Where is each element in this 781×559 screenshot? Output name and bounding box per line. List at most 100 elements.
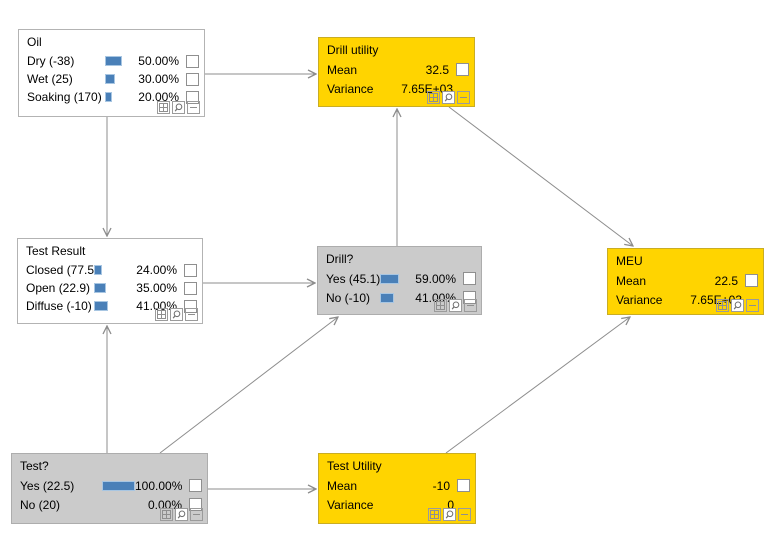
evidence-checkbox[interactable] xyxy=(463,291,476,304)
probability-bar xyxy=(105,56,122,66)
minus-icon[interactable] xyxy=(185,308,198,321)
node-test-utility[interactable]: Test Utility Mean -10 Variance 0 xyxy=(318,453,476,524)
evidence-checkbox[interactable] xyxy=(184,281,197,295)
edge-test-to-drill[interactable] xyxy=(159,317,338,454)
node-toolbar xyxy=(160,508,203,521)
node-row: Variance 0 xyxy=(319,495,475,514)
row-label: Soaking (170) xyxy=(27,90,102,104)
table-grid-icon[interactable] xyxy=(716,299,729,312)
magnifier-icon[interactable] xyxy=(442,91,455,104)
row-label: Open (22.9) xyxy=(26,281,91,295)
node-row: No (20) 0.00% xyxy=(12,495,207,514)
row-label: Variance xyxy=(616,292,663,307)
row-value: 32.5 xyxy=(425,62,449,77)
row-percent: 20.00% xyxy=(138,90,179,104)
probability-bar xyxy=(105,92,112,102)
node-title: MEU xyxy=(616,254,643,268)
row-percent: 50.00% xyxy=(138,54,179,68)
edge-drill-utility-to-meu[interactable] xyxy=(448,106,633,246)
row-label: Yes (22.5) xyxy=(20,478,75,493)
row-label: Wet (25) xyxy=(27,72,73,86)
node-drill[interactable]: Drill? Yes (45.1) 59.00% No (-10) 41.00% xyxy=(317,246,482,315)
node-meu[interactable]: MEU Mean 22.5 Variance 7.65E+03 xyxy=(607,248,764,315)
node-row: Closed (77.5) 24.00% xyxy=(18,261,202,279)
minus-icon[interactable] xyxy=(190,508,203,521)
node-toolbar xyxy=(427,91,470,104)
node-row: Diffuse (-10) 41.00% xyxy=(18,297,202,315)
row-label: Variance xyxy=(327,497,374,512)
node-title: Drill? xyxy=(326,252,354,266)
probability-bar xyxy=(380,273,399,284)
row-value: 0 xyxy=(447,497,454,512)
row-label: No (20) xyxy=(20,497,61,512)
magnifier-icon[interactable] xyxy=(175,508,188,521)
node-toolbar xyxy=(428,508,471,521)
node-row: Variance 7.65E+03 xyxy=(319,79,474,98)
magnifier-icon[interactable] xyxy=(443,508,456,521)
node-title: Drill utility xyxy=(327,43,379,57)
node-title: Test Result xyxy=(26,244,86,258)
table-grid-icon[interactable] xyxy=(427,91,440,104)
node-row: Yes (45.1) 59.00% xyxy=(318,269,481,288)
table-grid-icon[interactable] xyxy=(157,101,170,114)
node-drill-utility[interactable]: Drill utility Mean 32.5 Variance 7.65E+03 xyxy=(318,37,475,107)
evidence-checkbox[interactable] xyxy=(186,90,199,104)
row-value: 22.5 xyxy=(714,273,738,288)
evidence-checkbox[interactable] xyxy=(186,54,199,68)
probability-bar xyxy=(94,265,102,275)
node-toolbar xyxy=(434,299,477,312)
table-grid-icon[interactable] xyxy=(155,308,168,321)
probability-bar xyxy=(102,480,135,491)
node-row: Mean -10 xyxy=(319,476,475,495)
row-label: Variance xyxy=(327,81,374,96)
node-row: No (-10) 41.00% xyxy=(318,288,481,307)
node-row: Open (22.9) 35.00% xyxy=(18,279,202,297)
node-toolbar xyxy=(716,299,759,312)
magnifier-icon[interactable] xyxy=(170,308,183,321)
evidence-checkbox[interactable] xyxy=(189,479,202,492)
evidence-checkbox[interactable] xyxy=(456,63,469,76)
row-percent: 30.00% xyxy=(138,72,179,86)
minus-icon[interactable] xyxy=(457,91,470,104)
magnifier-icon[interactable] xyxy=(449,299,462,312)
minus-icon[interactable] xyxy=(187,101,200,114)
row-percent: 41.00% xyxy=(136,299,177,313)
row-value: 7.65E+03 xyxy=(401,81,453,96)
node-row: Wet (25) 30.00% xyxy=(19,70,204,88)
magnifier-icon[interactable] xyxy=(172,101,185,114)
minus-icon[interactable] xyxy=(458,508,471,521)
row-percent: 24.00% xyxy=(136,263,177,277)
table-grid-icon[interactable] xyxy=(428,508,441,521)
minus-icon[interactable] xyxy=(464,299,477,312)
probability-bar xyxy=(105,74,115,84)
node-toolbar xyxy=(155,308,198,321)
node-oil[interactable]: Oil Dry (-38) 50.00% Wet (25) 30.00% Soaking … xyxy=(18,29,205,117)
row-label: No (-10) xyxy=(326,290,371,305)
minus-icon[interactable] xyxy=(746,299,759,312)
edge-test-utility-to-meu[interactable] xyxy=(445,317,630,454)
row-percent: 0.00% xyxy=(147,497,182,512)
magnifier-icon[interactable] xyxy=(731,299,744,312)
row-label: Mean xyxy=(327,62,358,77)
row-percent: 35.00% xyxy=(136,281,177,295)
evidence-checkbox[interactable] xyxy=(184,263,197,277)
node-toolbar xyxy=(157,101,200,114)
row-label: Mean xyxy=(327,478,358,493)
probability-bar xyxy=(94,283,106,293)
evidence-checkbox[interactable] xyxy=(189,498,202,511)
evidence-checkbox[interactable] xyxy=(184,299,197,313)
evidence-checkbox[interactable] xyxy=(186,72,199,86)
node-row: Mean 32.5 xyxy=(319,60,474,79)
evidence-checkbox[interactable] xyxy=(457,479,470,492)
probability-bar xyxy=(94,301,108,311)
evidence-checkbox[interactable] xyxy=(463,272,476,285)
node-test[interactable]: Test? Yes (22.5) 100.00% No (20) 0.00% xyxy=(11,453,208,524)
table-grid-icon[interactable] xyxy=(434,299,447,312)
table-grid-icon[interactable] xyxy=(160,508,173,521)
row-label: Diffuse (-10) xyxy=(26,299,92,313)
node-title: Oil xyxy=(27,35,42,49)
node-test-result[interactable]: Test Result Closed (77.5) 24.00% Open (22.9… xyxy=(17,238,203,324)
evidence-checkbox[interactable] xyxy=(745,274,758,287)
